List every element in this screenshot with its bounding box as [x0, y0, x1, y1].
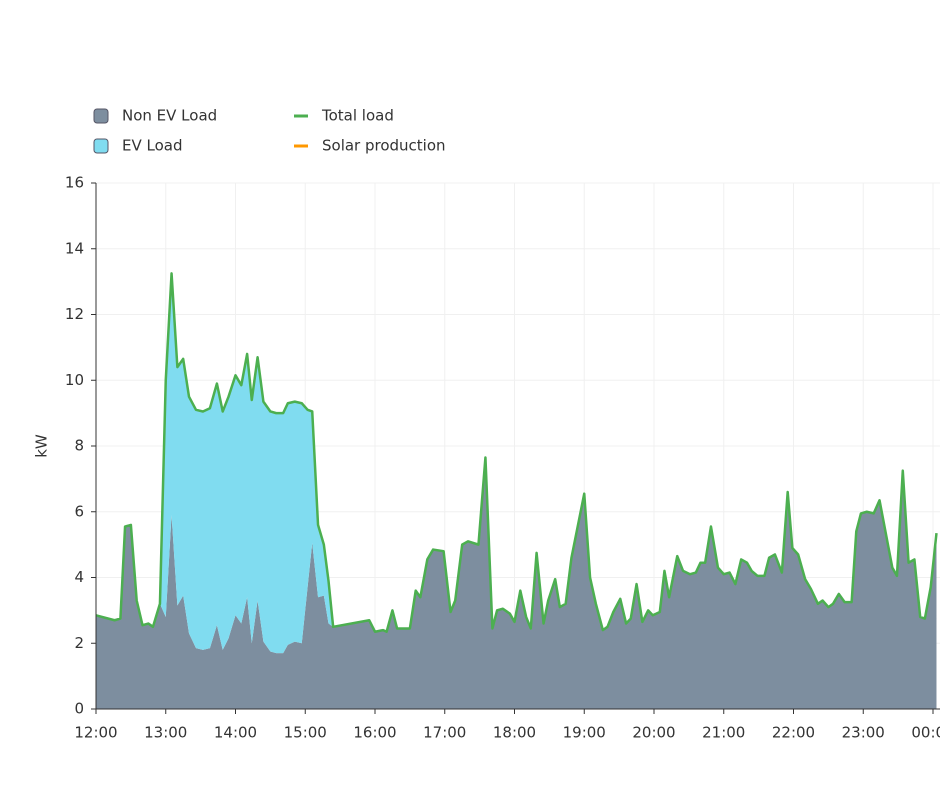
y-axis-label: kW [33, 434, 51, 458]
legend-label: EV Load [122, 137, 183, 155]
x-tick-label: 15:00 [284, 724, 327, 742]
y-tick-label: 10 [65, 371, 84, 389]
y-tick-label: 4 [74, 568, 84, 586]
y-tick-label: 6 [74, 502, 84, 520]
y-tick-label: 0 [74, 700, 84, 718]
legend-label: Total load [321, 107, 394, 125]
x-tick-label: 16:00 [353, 724, 396, 742]
area [96, 457, 937, 709]
y-tick-label: 8 [74, 437, 84, 455]
legend-label: Solar production [322, 137, 446, 155]
area [96, 273, 937, 654]
y-tick-label: 14 [65, 239, 84, 257]
x-tick-label: 23:00 [842, 724, 885, 742]
x-tick-label: 19:00 [563, 724, 606, 742]
legend-label: Non EV Load [122, 107, 217, 125]
x-tick-label: 21:00 [702, 724, 745, 742]
y-tick-label: 12 [65, 305, 84, 323]
x-tick-label: 14:00 [214, 724, 257, 742]
x-tick-label: 17:00 [423, 724, 466, 742]
legend-swatch [93, 138, 109, 154]
x-tick-label: 12:00 [74, 724, 117, 742]
x-tick-label: 18:00 [493, 724, 536, 742]
x-tick-label: 22:00 [772, 724, 815, 742]
x-tick-label: 13:00 [144, 724, 187, 742]
x-tick-label: 20:00 [632, 724, 675, 742]
y-tick-label: 2 [74, 634, 84, 652]
y-tick-label: 16 [65, 174, 84, 192]
x-tick-label: 00:00 [911, 724, 940, 742]
line [95, 272, 938, 633]
legend-swatch [93, 108, 109, 124]
